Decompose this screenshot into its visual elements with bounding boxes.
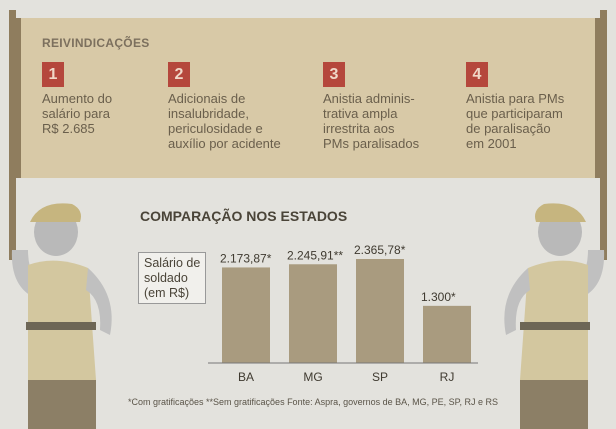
demands-title: REIVINDICAÇÕES xyxy=(42,36,150,50)
demand-text-line: de paralisação xyxy=(466,121,551,136)
y-label-line: (em R$) xyxy=(144,286,190,300)
bar-RJ xyxy=(423,305,471,363)
demand-text-line: Anistia adminis- xyxy=(323,91,415,106)
demand-number: 4 xyxy=(466,62,488,87)
demand-text-line: R$ 2.685 xyxy=(42,121,95,136)
demand-text-line: em 2001 xyxy=(466,136,517,151)
x-tick-label: RJ xyxy=(440,370,455,384)
chart-title: COMPARAÇÃO NOS ESTADOS xyxy=(140,208,348,224)
demand-text-line: salário para xyxy=(42,106,110,121)
x-tick-label: MG xyxy=(303,370,322,384)
data-label: 2.365,78* xyxy=(354,243,406,257)
demand-text-line: irrestrita aos xyxy=(323,121,395,136)
data-label: 1.300* xyxy=(421,290,456,304)
y-axis-label-box: Salário de soldado (em R$) xyxy=(138,252,206,304)
demand-text-line: Adicionais de xyxy=(168,91,246,106)
data-label: 2.245,91** xyxy=(287,248,343,262)
bar-chart: 2.173,87* BA 2.245,91** MG 2.365,78* SP 1.300*… xyxy=(220,243,471,384)
x-tick-label: BA xyxy=(238,370,254,384)
y-label-line: soldado xyxy=(144,271,188,285)
right-soldier-icon xyxy=(504,10,607,429)
demand-text-line: que participaram xyxy=(466,106,563,121)
demands-banner xyxy=(16,18,600,178)
demand-item: 3 Anistia adminis-trativa ampla irrestrita… xyxy=(323,62,419,151)
y-label-line: Salário de xyxy=(144,256,201,270)
data-label: 2.173,87* xyxy=(220,251,272,265)
footnote: *Com gratificações **Sem gratificações F… xyxy=(128,397,498,407)
demand-number: 2 xyxy=(168,62,190,87)
demand-text-line: PMs paralisados xyxy=(323,136,420,151)
bar-SP xyxy=(356,259,404,363)
demand-text-line: auxílio por acidente xyxy=(168,136,281,151)
demand-item: 1 Aumento do salário para R$ 2.685 xyxy=(42,62,112,136)
demand-text-line: insalubridade, xyxy=(168,106,249,121)
demand-text-line: periculosidade e xyxy=(168,121,263,136)
demand-number: 1 xyxy=(42,62,64,87)
demand-text-line: Anistia para PMs xyxy=(466,91,565,106)
demand-number: 3 xyxy=(323,62,345,87)
demand-item: 2 Adicionais de insalubridade, periculosida… xyxy=(168,62,281,151)
left-soldier-icon xyxy=(9,10,112,429)
demand-item: 4 Anistia para PMs que participaram de para… xyxy=(466,62,564,151)
bar-MG xyxy=(289,264,337,363)
demand-text-line: trativa ampla xyxy=(323,106,398,121)
bar-BA xyxy=(222,267,270,363)
demand-text-line: Aumento do xyxy=(42,91,113,106)
x-tick-label: SP xyxy=(372,370,388,384)
